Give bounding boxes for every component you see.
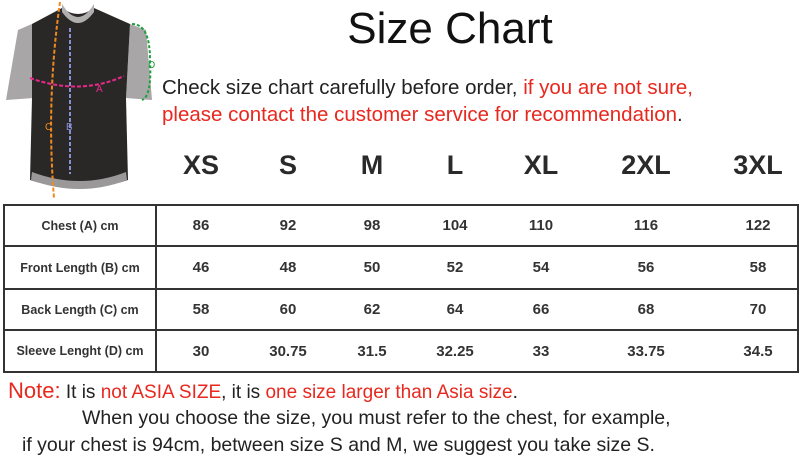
note-line-2: When you choose the size, you must refer… — [82, 407, 671, 429]
jersey-left-sleeve — [6, 24, 34, 100]
note-text-2: , it is — [221, 382, 266, 403]
table-cell: 70 — [749, 301, 767, 318]
table-cell: 58 — [749, 259, 767, 276]
jersey-body — [30, 8, 130, 188]
size-header-3xl: 3XL — [733, 150, 783, 180]
page-title: Size Chart — [347, 4, 553, 53]
note-warning-1: not ASIA SIZE — [100, 382, 222, 403]
row-label: Sleeve Lenght (D) cm — [5, 331, 157, 371]
table-cell: 33 — [532, 342, 550, 360]
intro-warning-1: if you are not sure, — [523, 76, 693, 99]
intro-instruction: Check size chart carefully before order, — [162, 76, 524, 99]
note-text-3: . — [512, 382, 518, 403]
back-length-line-c — [50, 1, 61, 199]
table-row: Sleeve Lenght (D) cm 30 30.75 31.5 32.25 33 33… — [5, 331, 797, 371]
diagram-label-d: D — [148, 60, 155, 71]
table-cell: 52 — [446, 259, 464, 276]
jersey-right-sleeve — [126, 24, 152, 100]
row-label: Back Length (C) cm — [5, 290, 157, 329]
size-header-2xl: 2XL — [621, 150, 671, 180]
table-cell: 86 — [192, 217, 210, 234]
intro-period: . — [677, 103, 683, 126]
row-label: Front Length (B) cm — [5, 247, 157, 288]
table-cell: 68 — [637, 301, 655, 318]
table-cell: 64 — [446, 301, 464, 318]
table-cell: 32.25 — [436, 342, 474, 360]
table-cell: 122 — [745, 217, 771, 234]
table-cell: 31.5 — [357, 342, 387, 360]
size-table: Chest (A) cm 86 92 98 104 110 116 122 Front Leng… — [3, 204, 799, 373]
table-cell: 30.75 — [269, 342, 307, 360]
jersey-measurement-diagram: A B C D — [6, 1, 155, 199]
note-label: Note: — [8, 378, 61, 403]
diagram-label-c: C — [45, 122, 52, 133]
table-cell: 48 — [279, 259, 297, 276]
table-cell: 60 — [279, 301, 297, 318]
table-cell: 116 — [633, 217, 659, 234]
size-header-xl: XL — [523, 150, 559, 180]
chest-line-a — [29, 75, 125, 88]
table-cell: 104 — [442, 217, 468, 234]
table-cell: 30 — [192, 342, 210, 360]
table-row: Back Length (C) cm 58 60 62 64 66 68 70 — [5, 290, 797, 331]
diagram-label-b: B — [66, 122, 73, 133]
jersey-hem — [31, 172, 127, 189]
note-line-3: if your chest is 94cm, between size S an… — [22, 434, 655, 456]
table-cell: 46 — [192, 259, 210, 276]
size-header-l: L — [446, 150, 464, 180]
size-header-s: S — [278, 150, 298, 180]
table-cell: 34.5 — [743, 342, 773, 360]
row-label: Chest (A) cm — [5, 206, 157, 245]
table-cell: 58 — [192, 301, 210, 318]
table-cell: 33.75 — [627, 342, 665, 360]
size-header-xs: XS — [182, 150, 220, 180]
table-cell: 110 — [528, 217, 554, 234]
table-row: Front Length (B) cm 46 48 50 52 54 56 58 — [5, 247, 797, 290]
table-row: Chest (A) cm 86 92 98 104 110 116 122 — [5, 206, 797, 247]
table-cell: 92 — [279, 217, 297, 234]
intro-warning-2: please contact the customer service for … — [162, 103, 678, 126]
table-cell: 66 — [532, 301, 550, 318]
note-text-1: It is — [60, 382, 101, 403]
table-cell: 98 — [363, 217, 381, 234]
table-cell: 50 — [363, 259, 381, 276]
jersey-collar — [62, 4, 94, 23]
diagram-label-a: A — [96, 84, 103, 95]
size-header-m: M — [360, 150, 384, 180]
table-cell: 54 — [532, 259, 550, 276]
table-cell: 62 — [363, 301, 381, 318]
note-warning-2: one size larger than Asia size — [265, 382, 513, 403]
table-cell: 56 — [637, 259, 655, 276]
intro-text: Check size chart carefully before order,… — [162, 74, 800, 128]
note: Note: It is not ASIA SIZE, it is one siz… — [8, 378, 518, 404]
